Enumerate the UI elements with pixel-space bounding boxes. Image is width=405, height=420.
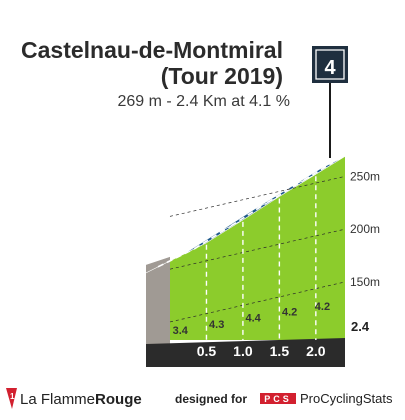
elevation-tick-label: 200m <box>350 222 380 236</box>
brand-procyclingstats: ProCyclingStats <box>300 391 393 406</box>
segment-gradient-label: 3.4 <box>173 325 189 337</box>
brand-la-flamme: La Flamme <box>20 391 95 408</box>
km-tick-label: 0.5 <box>197 343 217 359</box>
segment-gradient-label: 4.4 <box>245 313 261 325</box>
footer: 1 La FlammeRouge designed for PCS ProCyc… <box>0 383 405 415</box>
designed-for-label: designed for <box>175 392 247 406</box>
profile-road-centerline <box>266 179 305 204</box>
climb-summary: 269 m - 2.4 Km at 4.1 % <box>117 93 290 110</box>
elevation-tick-label: 150m <box>350 275 380 289</box>
profile-start-side <box>146 256 170 367</box>
elevation-tick-label: 250m <box>350 169 380 183</box>
profile-group: 150m 200m 250m 0.5 1.0 1.5 2.0 2.4 3.4 4.3 4.4 4.2 4… <box>145 156 380 367</box>
pcs-logo-text: PCS <box>264 394 292 404</box>
profile-climb-area <box>170 156 345 340</box>
segment-gradient-label: 4.2 <box>315 301 330 313</box>
profile-road-centerline <box>303 161 334 181</box>
pcs-logo-icon <box>260 393 296 404</box>
flamme-rouge-logo-digit: 1 <box>10 392 15 401</box>
category-badge-label: 4 <box>324 57 336 79</box>
flamme-rouge-logo-icon <box>6 388 17 409</box>
category-badge <box>312 46 348 83</box>
climb-title: Castelnau-de-Montmiral <box>21 37 283 63</box>
category-badge-inner <box>315 49 345 80</box>
km-tick-label: 1.0 <box>233 343 253 359</box>
km-tick-label: 2.4 <box>351 319 370 334</box>
km-tick-label: 1.5 <box>270 343 290 359</box>
segment-gradient-label: 4.3 <box>209 319 224 331</box>
profile-road-centerline <box>194 225 232 250</box>
climb-title-year: (Tour 2019) <box>160 63 283 89</box>
brand-rouge: Rouge <box>95 391 142 408</box>
profile-base-band <box>146 338 345 367</box>
km-tick-label: 2.0 <box>306 343 326 359</box>
svg-text:La FlammeRouge: La FlammeRouge <box>20 391 142 408</box>
segment-gradient-label: 4.2 <box>282 306 297 318</box>
profile-road-centerline <box>230 201 268 227</box>
